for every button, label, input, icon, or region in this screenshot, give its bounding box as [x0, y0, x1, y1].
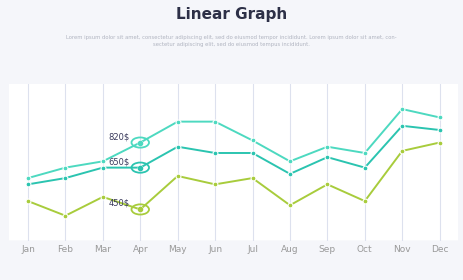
Text: Linear Graph: Linear Graph [176, 7, 287, 22]
Text: 450$: 450$ [108, 199, 130, 208]
Text: Lorem ipsum dolor sit amet, consectetur adipiscing elit, sed do eiusmod tempor i: Lorem ipsum dolor sit amet, consectetur … [66, 35, 397, 47]
Text: 650$: 650$ [108, 157, 130, 166]
Text: 820$: 820$ [108, 132, 130, 141]
